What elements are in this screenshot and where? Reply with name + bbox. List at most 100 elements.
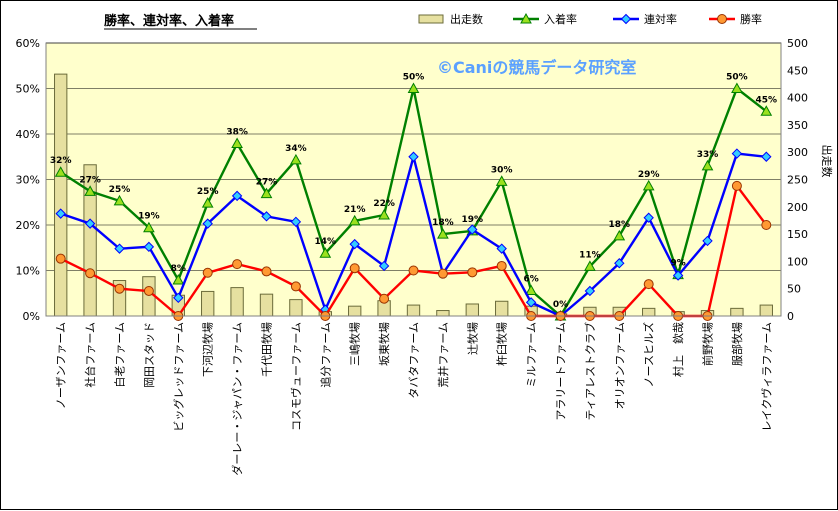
point-marker (54, 166, 67, 177)
category-label: コスモヴューファーム (289, 322, 303, 431)
right-tick-label: 300 (787, 146, 808, 159)
point-marker (231, 137, 243, 149)
point-marker (701, 159, 714, 171)
point-marker (614, 258, 625, 269)
point-marker (408, 151, 419, 162)
category-label: アラリートファーム (555, 322, 568, 421)
data-label: 25% (109, 185, 131, 195)
point-marker (584, 260, 596, 271)
chart-title: 勝率、連対率、入着率 (104, 13, 234, 29)
right-tick-label: 200 (787, 201, 808, 214)
data-label: 29% (638, 170, 660, 180)
category-label: 追分ファーム (318, 322, 332, 388)
data-label: 50% (403, 73, 425, 83)
point-marker (114, 243, 125, 254)
point-marker (84, 185, 96, 196)
point-marker (348, 214, 361, 226)
point-marker (379, 293, 390, 304)
bar (142, 276, 156, 317)
point-marker (55, 208, 66, 219)
point-marker (113, 194, 126, 206)
data-label: 25% (197, 187, 219, 197)
point-marker (143, 241, 155, 253)
point-marker (408, 265, 419, 276)
point-marker (437, 228, 449, 239)
right-tick-label: 0 (787, 310, 794, 323)
point-marker (613, 229, 626, 241)
category-label: ティアレストクラブ (583, 322, 597, 420)
data-label: 34% (285, 144, 307, 154)
point-marker (290, 216, 302, 228)
category-label: ミルファーム (525, 322, 538, 388)
legend-marker (520, 12, 532, 24)
data-label: 18% (609, 220, 631, 230)
right-tick-label: 400 (787, 92, 808, 105)
data-label: 11% (579, 250, 601, 260)
category-label: ノースヒルズ (642, 322, 656, 387)
category-labels: ノーザンファーム 社台ファーム 白老ファーム 岡田スタッド ビッグレッドファーム 下河辺牧… (55, 322, 774, 476)
bar (495, 300, 509, 317)
point-marker (525, 284, 537, 296)
point-marker (290, 153, 302, 165)
point-marker (143, 285, 154, 296)
point-marker (496, 260, 507, 271)
point-marker (261, 266, 272, 277)
axes: 0% 10% 20% 30% 40% 50% 60% 0 50 100 150 200 250 300 35… (16, 37, 808, 323)
category-label: 村上 欽哉 (671, 322, 685, 377)
point-marker (260, 187, 273, 199)
point-marker (378, 208, 390, 220)
data-label: 33% (697, 150, 719, 160)
right-tick-label: 50 (787, 283, 801, 296)
category-label: 下河辺牧場 (201, 322, 215, 377)
bar (730, 307, 744, 317)
data-label: 18% (432, 218, 454, 228)
point-marker (731, 180, 742, 191)
left-tick-label: 0% (23, 310, 40, 323)
data-label: 8% (171, 264, 186, 274)
category-label: 岡田スタッド (143, 322, 156, 388)
data-labels: 32% 27% 25% 19% 8% 25% 38% 27% 34% 14% 21% 22% 50% 18… (50, 73, 777, 311)
left-tick-label: 60% (16, 37, 40, 50)
point-marker (349, 263, 360, 274)
legend-bar-swatch (418, 14, 444, 24)
point-marker (761, 151, 772, 162)
data-label: 22% (373, 199, 395, 209)
data-label: 6% (523, 275, 538, 285)
point-marker (85, 268, 96, 279)
data-label: 21% (344, 205, 366, 215)
point-marker (114, 283, 125, 294)
point-marker (143, 221, 155, 233)
data-label: 9% (670, 259, 685, 269)
point-marker (349, 238, 360, 250)
data-label: 32% (50, 156, 72, 166)
point-marker (437, 268, 448, 279)
left-tick-label: 10% (16, 265, 40, 278)
data-label: 19% (138, 212, 160, 222)
watermark-text: ©Caniの競馬データ研究室 (437, 58, 636, 77)
right-axis-label: 出走数 (820, 145, 834, 178)
bar (289, 299, 303, 317)
data-label: 50% (726, 73, 748, 83)
legend-label: 入着率 (544, 12, 577, 26)
category-label: 社台ファーム (83, 322, 97, 388)
point-marker (202, 218, 213, 229)
category-label: 服部牧場 (730, 322, 744, 366)
point-marker (731, 82, 743, 93)
left-tick-label: 30% (16, 174, 40, 187)
category-label: ダーレー・ジャパン・ファーム (230, 322, 244, 476)
point-marker (467, 224, 478, 235)
point-marker (202, 267, 213, 278)
point-marker (496, 243, 507, 254)
bar (759, 304, 773, 317)
point-marker (261, 211, 272, 222)
data-label: 45% (756, 95, 778, 105)
bar (259, 293, 274, 317)
point-marker (319, 247, 332, 258)
legend: 出走数 入着率 連対率 勝率 (418, 12, 762, 26)
bar (54, 73, 68, 317)
point-marker (407, 82, 420, 93)
category-label: 白老ファーム (113, 322, 127, 388)
right-tick-label: 250 (787, 174, 808, 187)
point-marker (290, 281, 301, 292)
